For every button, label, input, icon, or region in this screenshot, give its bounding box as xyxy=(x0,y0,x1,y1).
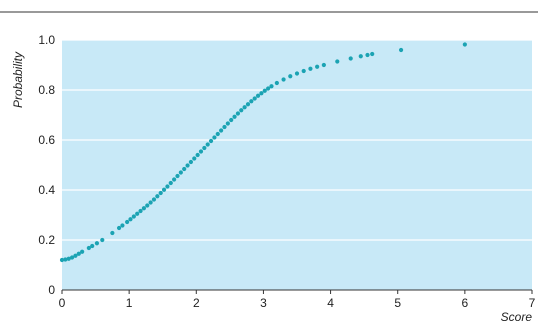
data-point xyxy=(69,255,75,260)
data-point xyxy=(135,211,140,216)
data-point xyxy=(398,47,404,53)
x-tick-label: 1 xyxy=(126,296,133,310)
data-point xyxy=(165,184,170,189)
data-point xyxy=(178,170,183,175)
x-axis-ticks: 0 1 2 3 4 5 6 7 xyxy=(59,290,536,310)
data-point xyxy=(168,180,173,186)
data-point xyxy=(192,156,197,161)
data-point xyxy=(59,257,65,263)
data-point xyxy=(80,249,85,254)
data-point xyxy=(229,117,234,123)
data-point xyxy=(239,108,244,113)
data-point xyxy=(141,206,147,211)
data-point xyxy=(148,200,153,205)
data-point xyxy=(125,219,130,225)
data-points xyxy=(59,42,467,263)
x-tick-label: 6 xyxy=(462,296,469,310)
data-point xyxy=(161,187,167,192)
data-point xyxy=(208,138,214,144)
data-point xyxy=(365,52,370,58)
y-tick-label: 1.0 xyxy=(38,33,55,47)
data-point xyxy=(63,257,68,262)
data-point xyxy=(116,225,122,231)
data-point xyxy=(259,91,264,96)
data-point xyxy=(110,230,115,236)
data-point xyxy=(235,111,241,116)
data-point xyxy=(274,80,279,86)
data-point xyxy=(249,99,254,104)
data-point xyxy=(219,128,224,133)
x-tick-label: 4 xyxy=(327,296,334,310)
y-axis-ticks: 0 0.2 0.4 0.6 0.8 1.0 xyxy=(38,33,55,297)
data-point xyxy=(86,245,91,251)
data-point xyxy=(370,51,375,57)
data-point xyxy=(225,121,230,126)
data-point xyxy=(76,251,81,256)
data-point xyxy=(222,124,227,130)
data-point xyxy=(462,42,467,47)
data-point xyxy=(151,197,157,202)
data-point xyxy=(138,208,143,214)
data-point xyxy=(73,253,78,258)
x-tick-label: 0 xyxy=(59,296,66,310)
data-point xyxy=(335,59,340,64)
data-point xyxy=(205,142,210,147)
data-point xyxy=(232,114,237,119)
data-point xyxy=(145,203,150,208)
data-point xyxy=(94,241,100,246)
y-tick-label: 0.4 xyxy=(38,183,55,197)
data-point xyxy=(175,173,180,179)
data-point xyxy=(252,96,257,101)
data-point xyxy=(158,190,163,196)
data-point xyxy=(188,159,194,165)
gridlines xyxy=(62,39,532,241)
data-point xyxy=(269,84,274,89)
data-point xyxy=(120,223,125,228)
data-point xyxy=(66,256,71,261)
data-point xyxy=(131,214,136,219)
data-point xyxy=(155,194,160,199)
y-tick-label: 0 xyxy=(48,283,55,297)
y-axis-title: Probability xyxy=(11,51,25,108)
data-point xyxy=(266,86,271,91)
x-axis-title: Score xyxy=(501,310,533,324)
x-tick-label: 3 xyxy=(260,296,267,310)
data-point xyxy=(281,77,286,82)
data-point xyxy=(294,71,300,76)
data-point xyxy=(245,102,251,107)
data-point xyxy=(182,166,187,172)
data-point xyxy=(255,93,261,98)
data-point xyxy=(288,74,293,79)
data-point xyxy=(301,68,306,74)
data-point xyxy=(358,54,363,59)
data-point xyxy=(100,237,105,243)
data-point xyxy=(195,152,200,158)
data-point xyxy=(215,131,220,137)
data-point xyxy=(262,88,267,93)
data-point xyxy=(185,163,190,168)
data-point xyxy=(308,66,313,71)
data-point xyxy=(242,105,247,110)
data-point xyxy=(202,145,207,151)
x-tick-label: 7 xyxy=(529,296,536,310)
y-tick-label: 0.2 xyxy=(38,233,55,247)
data-point xyxy=(172,177,177,182)
y-tick-label: 0.6 xyxy=(38,133,55,147)
data-point xyxy=(90,243,95,249)
plot-area xyxy=(62,40,532,290)
data-point xyxy=(198,149,204,154)
y-tick-label: 0.8 xyxy=(38,83,55,97)
data-point xyxy=(315,64,320,69)
x-tick-label: 2 xyxy=(193,296,200,310)
data-point xyxy=(212,135,217,140)
data-point xyxy=(321,62,326,68)
data-point xyxy=(128,217,133,222)
data-point xyxy=(348,56,353,61)
x-tick-label: 5 xyxy=(394,296,401,310)
